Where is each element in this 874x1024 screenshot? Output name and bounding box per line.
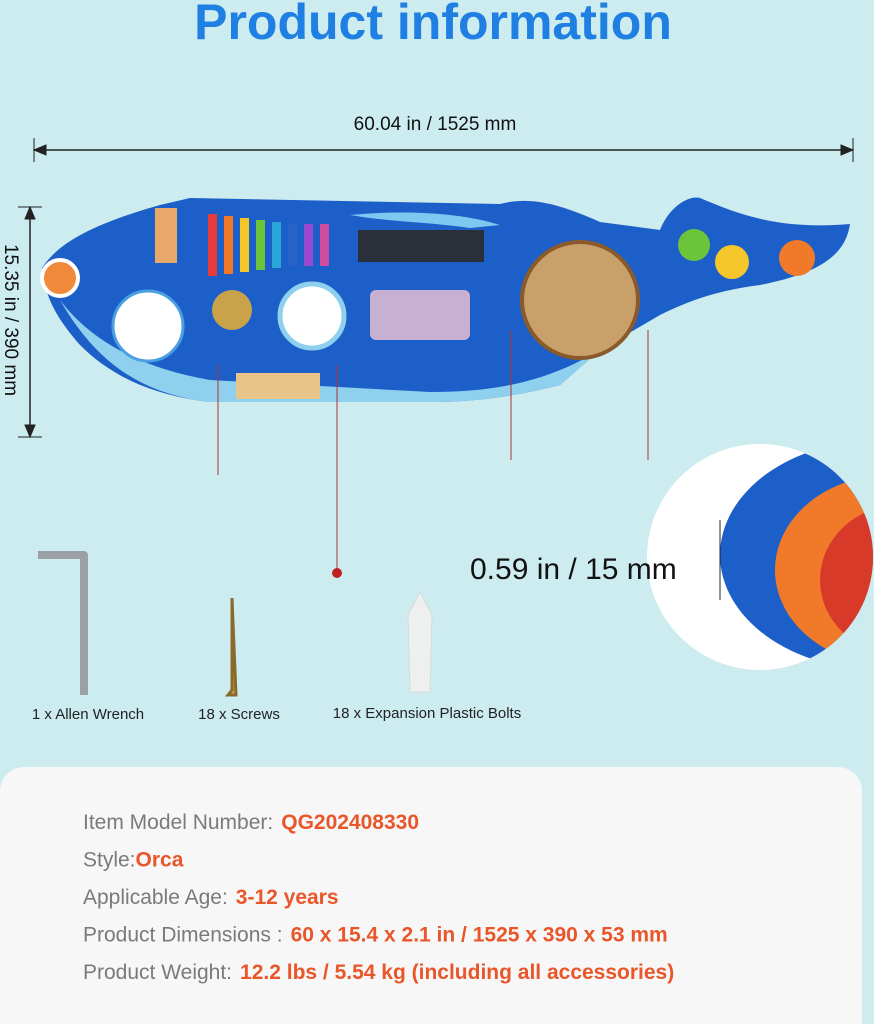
allen-wrench <box>38 551 88 695</box>
spec-line: Applicable Age: 3-12 years <box>83 886 339 909</box>
plastic-bolt <box>407 590 433 693</box>
bead <box>332 568 342 578</box>
bead-abacus <box>370 290 470 340</box>
spec-value: Orca <box>136 848 184 871</box>
clock <box>111 289 185 363</box>
height-arrows <box>18 205 42 439</box>
height-label: 15.35 in / 390 mm <box>0 244 21 396</box>
spec-label: Product Weight: <box>83 961 232 984</box>
spec-line: Style:Orca <box>83 848 184 871</box>
spec-value: QG202408330 <box>281 811 419 834</box>
spec-label: Product Dimensions : <box>83 923 283 946</box>
width-arrows <box>32 138 855 162</box>
accessory-label: 18 x Expansion Plastic Bolts <box>333 705 521 722</box>
wood-slider <box>236 373 320 399</box>
gear-yellow <box>715 245 749 279</box>
spec-label: Item Model Number: <box>83 811 273 834</box>
maze <box>520 240 640 360</box>
spec-line: Item Model Number: QG202408330 <box>83 811 419 834</box>
spec-label: Style: <box>83 848 136 871</box>
width-label: 60.04 in / 1525 mm <box>354 114 517 135</box>
gear-orange <box>779 240 815 276</box>
spec-value: 60 x 15.4 x 2.1 in / 1525 x 390 x 53 mm <box>291 923 668 946</box>
thickness-label: 0.59 in / 15 mm <box>470 553 677 586</box>
accessory-label: 1 x Allen Wrench <box>32 706 144 723</box>
whale-eye-ring <box>40 258 80 298</box>
screw <box>224 597 238 697</box>
title: Product information <box>194 0 672 50</box>
gear-green <box>678 229 710 261</box>
flip-blocks <box>155 208 177 263</box>
chalkboard <box>358 230 484 262</box>
spec-label: Applicable Age: <box>83 886 228 909</box>
spec-line: Product Dimensions : 60 x 15.4 x 2.1 in /… <box>83 923 668 946</box>
mirror <box>277 281 347 351</box>
spec-value: 12.2 lbs / 5.54 kg (including all access… <box>240 961 674 984</box>
spec-line: Product Weight: 12.2 lbs / 5.54 kg (inclu… <box>83 961 674 984</box>
spec-card <box>0 767 862 1024</box>
spec-list: Item Model Number: QG202408330 Style:Orca A… <box>83 811 674 984</box>
whale-fin <box>350 212 500 228</box>
xylophone <box>208 214 329 276</box>
accessory-label: 18 x Screws <box>198 706 280 723</box>
bell <box>212 290 252 330</box>
spec-value: 3-12 years <box>236 886 339 909</box>
